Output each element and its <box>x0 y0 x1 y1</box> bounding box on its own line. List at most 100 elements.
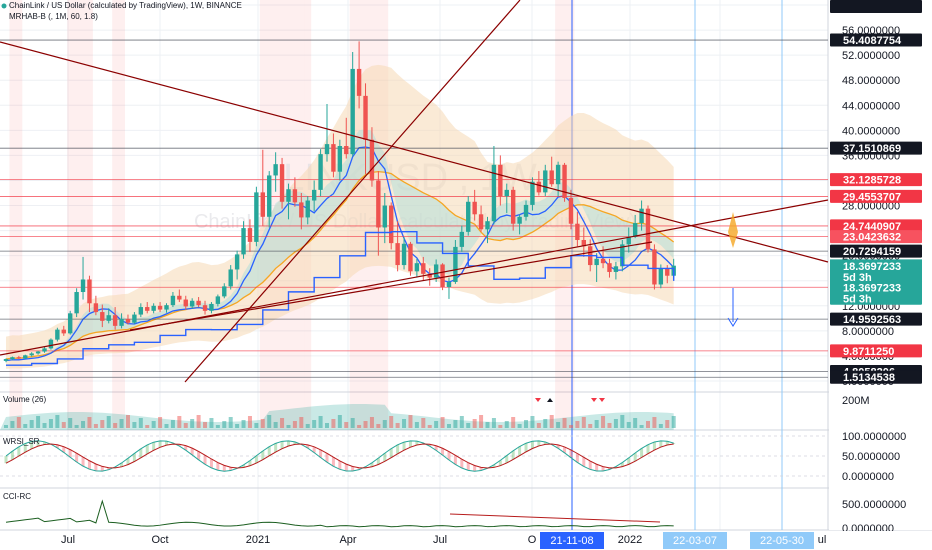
volume-bar <box>164 424 169 428</box>
candle-body <box>164 305 169 310</box>
candle-body <box>260 192 265 217</box>
candle-body <box>472 201 477 215</box>
volume-bar <box>382 420 387 428</box>
candle-body <box>543 170 548 193</box>
price-level-value: 37.1510869 <box>843 143 901 155</box>
wrsi-tick-label: 0.0000000 <box>842 471 894 483</box>
volume-bar <box>665 420 670 428</box>
candle-body <box>202 305 208 311</box>
bar-countdown: 5d 3h <box>843 293 872 305</box>
volume-bar <box>183 423 188 428</box>
volume-bar <box>408 415 413 428</box>
candle-body <box>74 292 79 314</box>
candle-body <box>241 228 246 255</box>
highlighted-date-label: 22-05-30 <box>760 535 804 547</box>
volume-bar <box>305 424 310 428</box>
candle-body <box>80 279 86 293</box>
volume-bar <box>145 425 150 428</box>
time-tick-label: O <box>528 534 537 546</box>
candle-body <box>510 189 516 224</box>
volume-bar <box>440 417 445 428</box>
candle-body <box>29 353 34 356</box>
candle-body <box>344 146 349 155</box>
price-tick-label: 48.0000000 <box>842 75 900 87</box>
candle-body <box>228 269 233 287</box>
time-tick-label: Jul <box>61 534 75 546</box>
price-level-value: 18.3697233 <box>843 282 901 294</box>
candle-body <box>273 164 278 176</box>
volume-bar <box>222 421 227 428</box>
volume-bar <box>4 425 8 428</box>
volume-bar <box>196 415 201 428</box>
volume-bar <box>466 423 471 428</box>
candle-body <box>209 303 214 311</box>
volume-bar <box>453 420 458 428</box>
price-axis[interactable]: 60.000000056.000000052.000000048.0000000… <box>829 0 932 535</box>
candle-body <box>42 348 47 352</box>
candle-body <box>267 175 272 217</box>
volume-bar <box>299 417 304 428</box>
candle-body <box>485 221 490 230</box>
volume-bar <box>479 415 484 428</box>
volume-bar <box>530 416 535 428</box>
volume-bar <box>100 420 105 428</box>
volume-bar <box>190 419 195 428</box>
price-tick-label: 40.0000000 <box>842 125 900 137</box>
volume-bar <box>74 425 79 428</box>
event-shade-column <box>15 0 23 430</box>
candle-body <box>324 144 330 155</box>
event-shade-column <box>67 0 74 430</box>
volume-bar <box>151 421 156 428</box>
candle-body <box>491 164 497 222</box>
time-tick-label: Apr <box>339 534 356 546</box>
volume-bar <box>325 423 329 428</box>
wrsi-signal-line <box>5 443 674 469</box>
volume-bar <box>395 423 400 428</box>
overlay-lines-layer <box>0 0 829 383</box>
candle-body <box>665 268 670 276</box>
volume-bar <box>125 415 130 428</box>
time-tick-label: Jul <box>433 534 447 546</box>
candle-body <box>318 154 323 190</box>
candle-body <box>620 244 625 267</box>
volume-bar <box>504 421 509 428</box>
candle-body <box>658 268 664 285</box>
candle-body <box>119 318 124 326</box>
volume-bar <box>639 425 644 428</box>
candle-body <box>356 68 362 96</box>
volume-pane <box>0 398 676 430</box>
candle-body <box>369 139 375 181</box>
candle-body <box>446 281 452 287</box>
volume-bar <box>119 419 124 428</box>
volume-bar <box>331 419 336 428</box>
volume-bar <box>556 422 561 428</box>
candle-body <box>401 243 407 266</box>
event-shade-column <box>118 0 125 430</box>
price-level-value: 29.4553707 <box>843 191 901 203</box>
candle-body <box>600 258 606 264</box>
volume-bar <box>414 422 419 428</box>
time-tick-label: 2022 <box>618 534 642 546</box>
trendline <box>184 0 521 383</box>
volume-bar <box>376 424 381 428</box>
candle-body <box>125 318 131 323</box>
step-support-line <box>6 230 675 366</box>
candle-body <box>395 243 400 266</box>
candle-body <box>613 266 619 272</box>
candle-body <box>632 223 638 237</box>
volume-bar <box>459 416 464 428</box>
candle-body <box>68 313 73 334</box>
volume-bar <box>113 423 118 428</box>
candle-body <box>466 201 471 232</box>
volume-bar <box>48 419 53 428</box>
volume-bar <box>138 418 143 428</box>
volume-bar <box>620 415 625 428</box>
candle-body <box>48 339 54 349</box>
price-level-chip <box>830 0 922 13</box>
candle-body <box>170 295 176 306</box>
time-axis[interactable]: Jul Oct 2021 Apr Jul O 2022 ul 21-11-08 22-03-07 2… <box>0 531 932 550</box>
volume-bar <box>337 415 342 428</box>
candle-body <box>23 355 28 359</box>
candle-body <box>639 208 644 224</box>
